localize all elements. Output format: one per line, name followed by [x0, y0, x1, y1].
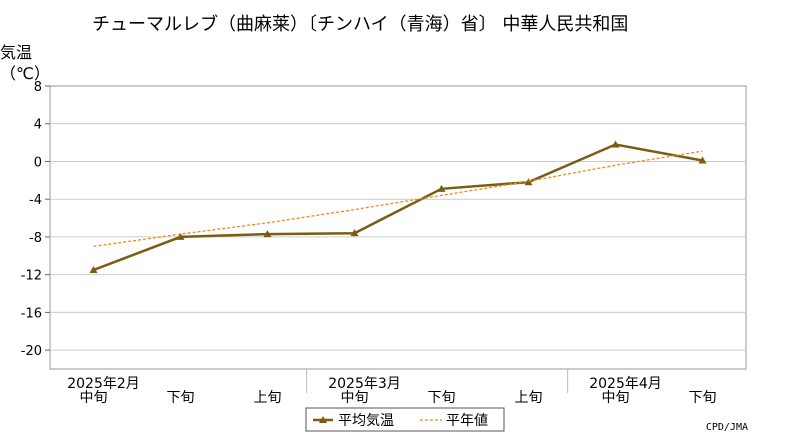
data-point-0-2	[263, 230, 272, 238]
data-point-0-6	[611, 140, 620, 148]
y-tick-label-6: -16	[21, 306, 42, 321]
y-tick-label-0: 8	[34, 80, 42, 95]
x-period-label-5: 上旬	[515, 390, 543, 406]
x-axis: 中旬 下旬 上旬 中旬 下旬 上旬 中旬 下旬 2025年2月 2025年3月 2025年4月	[67, 369, 717, 406]
x-period-label-4: 下旬	[428, 390, 456, 406]
y-tick-label-3: -4	[29, 193, 42, 208]
y-tick-label-7: -20	[21, 344, 42, 359]
plot-area	[49, 85, 747, 370]
x-month-label-2: 2025年4月	[589, 376, 662, 392]
y-tick-label-4: -8	[29, 231, 42, 246]
x-period-label-0: 中旬	[80, 390, 108, 406]
y-tick-label-2: 0	[34, 155, 42, 170]
x-period-label-1: 下旬	[167, 390, 195, 406]
credit-label: CPD/JMA	[706, 422, 748, 433]
legend-marker-mean	[319, 416, 327, 423]
series-line-0	[93, 143, 703, 272]
x-period-label-3: 中旬	[341, 390, 369, 406]
series-layer	[89, 140, 707, 273]
y-axis-label: 気温	[0, 43, 32, 62]
x-period-label-6: 中旬	[602, 390, 630, 406]
series-line-1	[93, 150, 703, 248]
y-axis-unit: （℃）	[0, 64, 50, 83]
x-period-label-7: 下旬	[689, 390, 717, 406]
legend-box	[305, 407, 505, 432]
x-month-label-1: 2025年3月	[328, 376, 401, 392]
x-period-label-2: 上旬	[254, 390, 282, 406]
data-point-0-1	[176, 232, 185, 240]
y-tick-label-5: -12	[21, 269, 42, 284]
grid-lines	[50, 123, 746, 351]
data-point-0-7	[698, 156, 707, 164]
y-tick-label-1: 4	[34, 118, 42, 133]
chart-title: チューマルレブ（曲麻莱）〔チンハイ（青海）省〕 中華人民共和国	[92, 13, 628, 35]
data-point-0-0	[89, 265, 98, 273]
data-point-0-4	[437, 184, 446, 192]
x-month-label-0: 2025年2月	[67, 376, 140, 392]
data-point-0-3	[350, 229, 359, 237]
legend: 平均気温 平年値	[305, 407, 505, 432]
legend-label-mean: 平均気温	[338, 413, 394, 429]
data-point-0-5	[524, 178, 533, 186]
legend-label-normal: 平年値	[446, 413, 488, 429]
y-axis-ticks: 8 4 0 -4 -8 -12 -16 -20	[21, 80, 50, 359]
